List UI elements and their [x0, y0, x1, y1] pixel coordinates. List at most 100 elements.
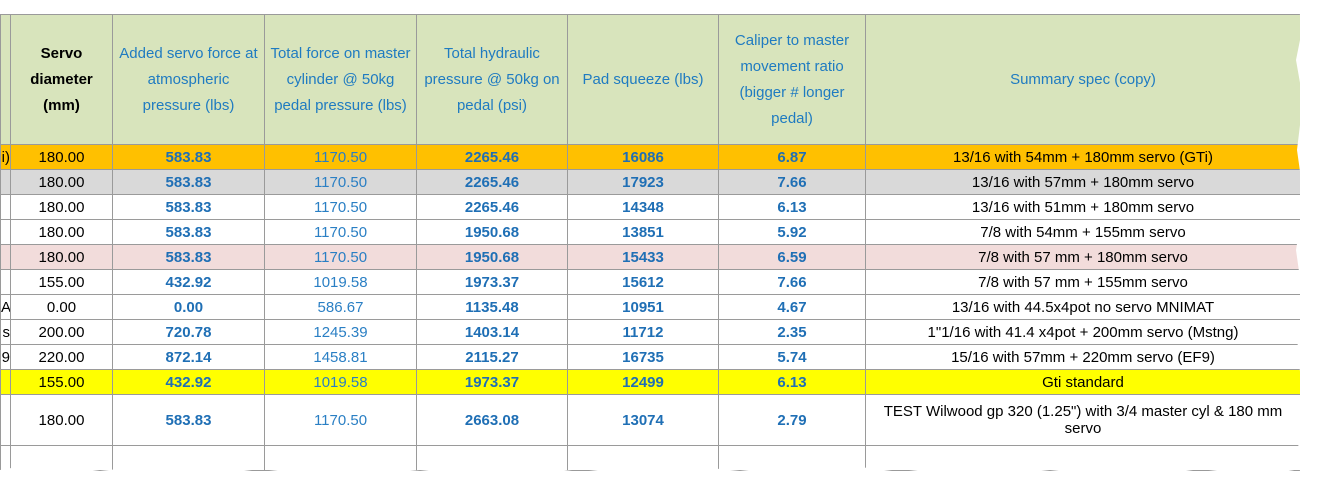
table-row: 180.00 583.83 1170.50 1950.68 15433 6.59 7/8 w… [0, 244, 1300, 270]
cell: 155.00 [10, 369, 113, 395]
cell: 17923 [567, 169, 719, 195]
cell: 13/16 with 54mm + 180mm servo (GTi) [865, 144, 1300, 170]
cell: 5.74 [718, 344, 866, 370]
column-header: Pad squeeze (lbs) [567, 14, 719, 145]
cell: 5.92 [718, 219, 866, 245]
cell: 13/16 with 44.5x4pot no servo MNIMAT [865, 294, 1300, 320]
cell: 0.00 [10, 294, 113, 320]
cell: 13851 [567, 219, 719, 245]
cell: 9 [0, 344, 11, 370]
cell: 6.87 [718, 144, 866, 170]
cell: TEST Wilwood gp 320 (1.25") with 3/4 mas… [865, 394, 1300, 446]
cell: 11712 [567, 319, 719, 345]
cell: 583.83 [112, 169, 265, 195]
cell: 1403.14 [416, 319, 568, 345]
cell: 7/8 with 57 mm + 155mm servo [865, 269, 1300, 295]
cell [718, 445, 866, 471]
table-row: 9 220.00 872.14 1458.81 2115.27 16735 5.74 15/1… [0, 344, 1300, 370]
cell [0, 394, 11, 446]
cell: i) [0, 144, 11, 170]
cell: 583.83 [112, 394, 265, 446]
cell: 1170.50 [264, 144, 417, 170]
cell: 0.00 [112, 294, 265, 320]
cell [112, 445, 265, 471]
header-row: Servo diameter (mm) Added servo force at … [0, 14, 1300, 145]
cell: 1019.58 [264, 369, 417, 395]
cell: 2663.08 [416, 394, 568, 446]
cell: 1458.81 [264, 344, 417, 370]
cell [416, 445, 568, 471]
cell [264, 445, 417, 471]
cell: 13/16 with 51mm + 180mm servo [865, 194, 1300, 220]
cell: 7.66 [718, 169, 866, 195]
table-row: i) 180.00 583.83 1170.50 2265.46 16086 6.87 13/… [0, 144, 1300, 170]
cell [0, 445, 11, 471]
cell: 180.00 [10, 144, 113, 170]
cell: 7/8 with 57 mm + 180mm servo [865, 244, 1300, 270]
column-header: Added servo force at atmospheric pressur… [112, 14, 265, 145]
table-row: 155.00 432.92 1019.58 1973.37 15612 7.66 7/8 w… [0, 269, 1300, 295]
cell: 180.00 [10, 194, 113, 220]
cell [10, 445, 113, 471]
cell: 2.35 [718, 319, 866, 345]
cell [0, 269, 11, 295]
table-row: 180.00 583.83 1170.50 1950.68 13851 5.92 7/8 w… [0, 219, 1300, 245]
cell [0, 169, 11, 195]
cell: 6.13 [718, 194, 866, 220]
cell: 2115.27 [416, 344, 568, 370]
cell: 1950.68 [416, 219, 568, 245]
cell [0, 14, 11, 145]
cell [567, 445, 719, 471]
table-row: s 200.00 720.78 1245.39 1403.14 11712 2.35 1"1/… [0, 319, 1300, 345]
table-row [0, 445, 1300, 471]
column-header: Servo diameter (mm) [10, 14, 113, 145]
cell: 15/16 with 57mm + 220mm servo (EF9) [865, 344, 1300, 370]
table-row: 180.00 583.83 1170.50 2265.46 17923 7.66 13/16… [0, 169, 1300, 195]
cell [0, 369, 11, 395]
cell: 180.00 [10, 244, 113, 270]
cell: 2265.46 [416, 194, 568, 220]
cell: 1170.50 [264, 244, 417, 270]
cell: 586.67 [264, 294, 417, 320]
cell: 1170.50 [264, 194, 417, 220]
column-header: Total hydraulic pressure @ 50kg on pedal… [416, 14, 568, 145]
cell: 583.83 [112, 194, 265, 220]
cell: 220.00 [10, 344, 113, 370]
cell: 4.67 [718, 294, 866, 320]
cell: 1973.37 [416, 369, 568, 395]
cell: 1170.50 [264, 394, 417, 446]
cell: 1170.50 [264, 169, 417, 195]
cell: 2265.46 [416, 144, 568, 170]
cell: 15612 [567, 269, 719, 295]
cell: 14348 [567, 194, 719, 220]
cell: 1170.50 [264, 219, 417, 245]
cell: 6.13 [718, 369, 866, 395]
cell: 1973.37 [416, 269, 568, 295]
cell: 432.92 [112, 269, 265, 295]
cell: 1135.48 [416, 294, 568, 320]
cell: 180.00 [10, 169, 113, 195]
cell: Gti standard [865, 369, 1300, 395]
column-header: Summary spec (copy) [865, 14, 1300, 145]
table-row: 180.00 583.83 1170.50 2663.08 13074 2.79 TEST … [0, 394, 1300, 446]
cell: 180.00 [10, 394, 113, 446]
cell: 16735 [567, 344, 719, 370]
data-table: Servo diameter (mm) Added servo force at … [0, 14, 1300, 471]
table-row: 180.00 583.83 1170.50 2265.46 14348 6.13 13/16… [0, 194, 1300, 220]
cell: 200.00 [10, 319, 113, 345]
cell [0, 219, 11, 245]
cell: 16086 [567, 144, 719, 170]
cell: 10951 [567, 294, 719, 320]
cell: 2.79 [718, 394, 866, 446]
cell: 1"1/16 with 41.4 x4pot + 200mm servo (Ms… [865, 319, 1300, 345]
cell: 7.66 [718, 269, 866, 295]
cell: 1245.39 [264, 319, 417, 345]
cell: 12499 [567, 369, 719, 395]
cell: 872.14 [112, 344, 265, 370]
cell: 13/16 with 57mm + 180mm servo [865, 169, 1300, 195]
cell: 15433 [567, 244, 719, 270]
cell: 155.00 [10, 269, 113, 295]
cell: 6.59 [718, 244, 866, 270]
cell: 1950.68 [416, 244, 568, 270]
